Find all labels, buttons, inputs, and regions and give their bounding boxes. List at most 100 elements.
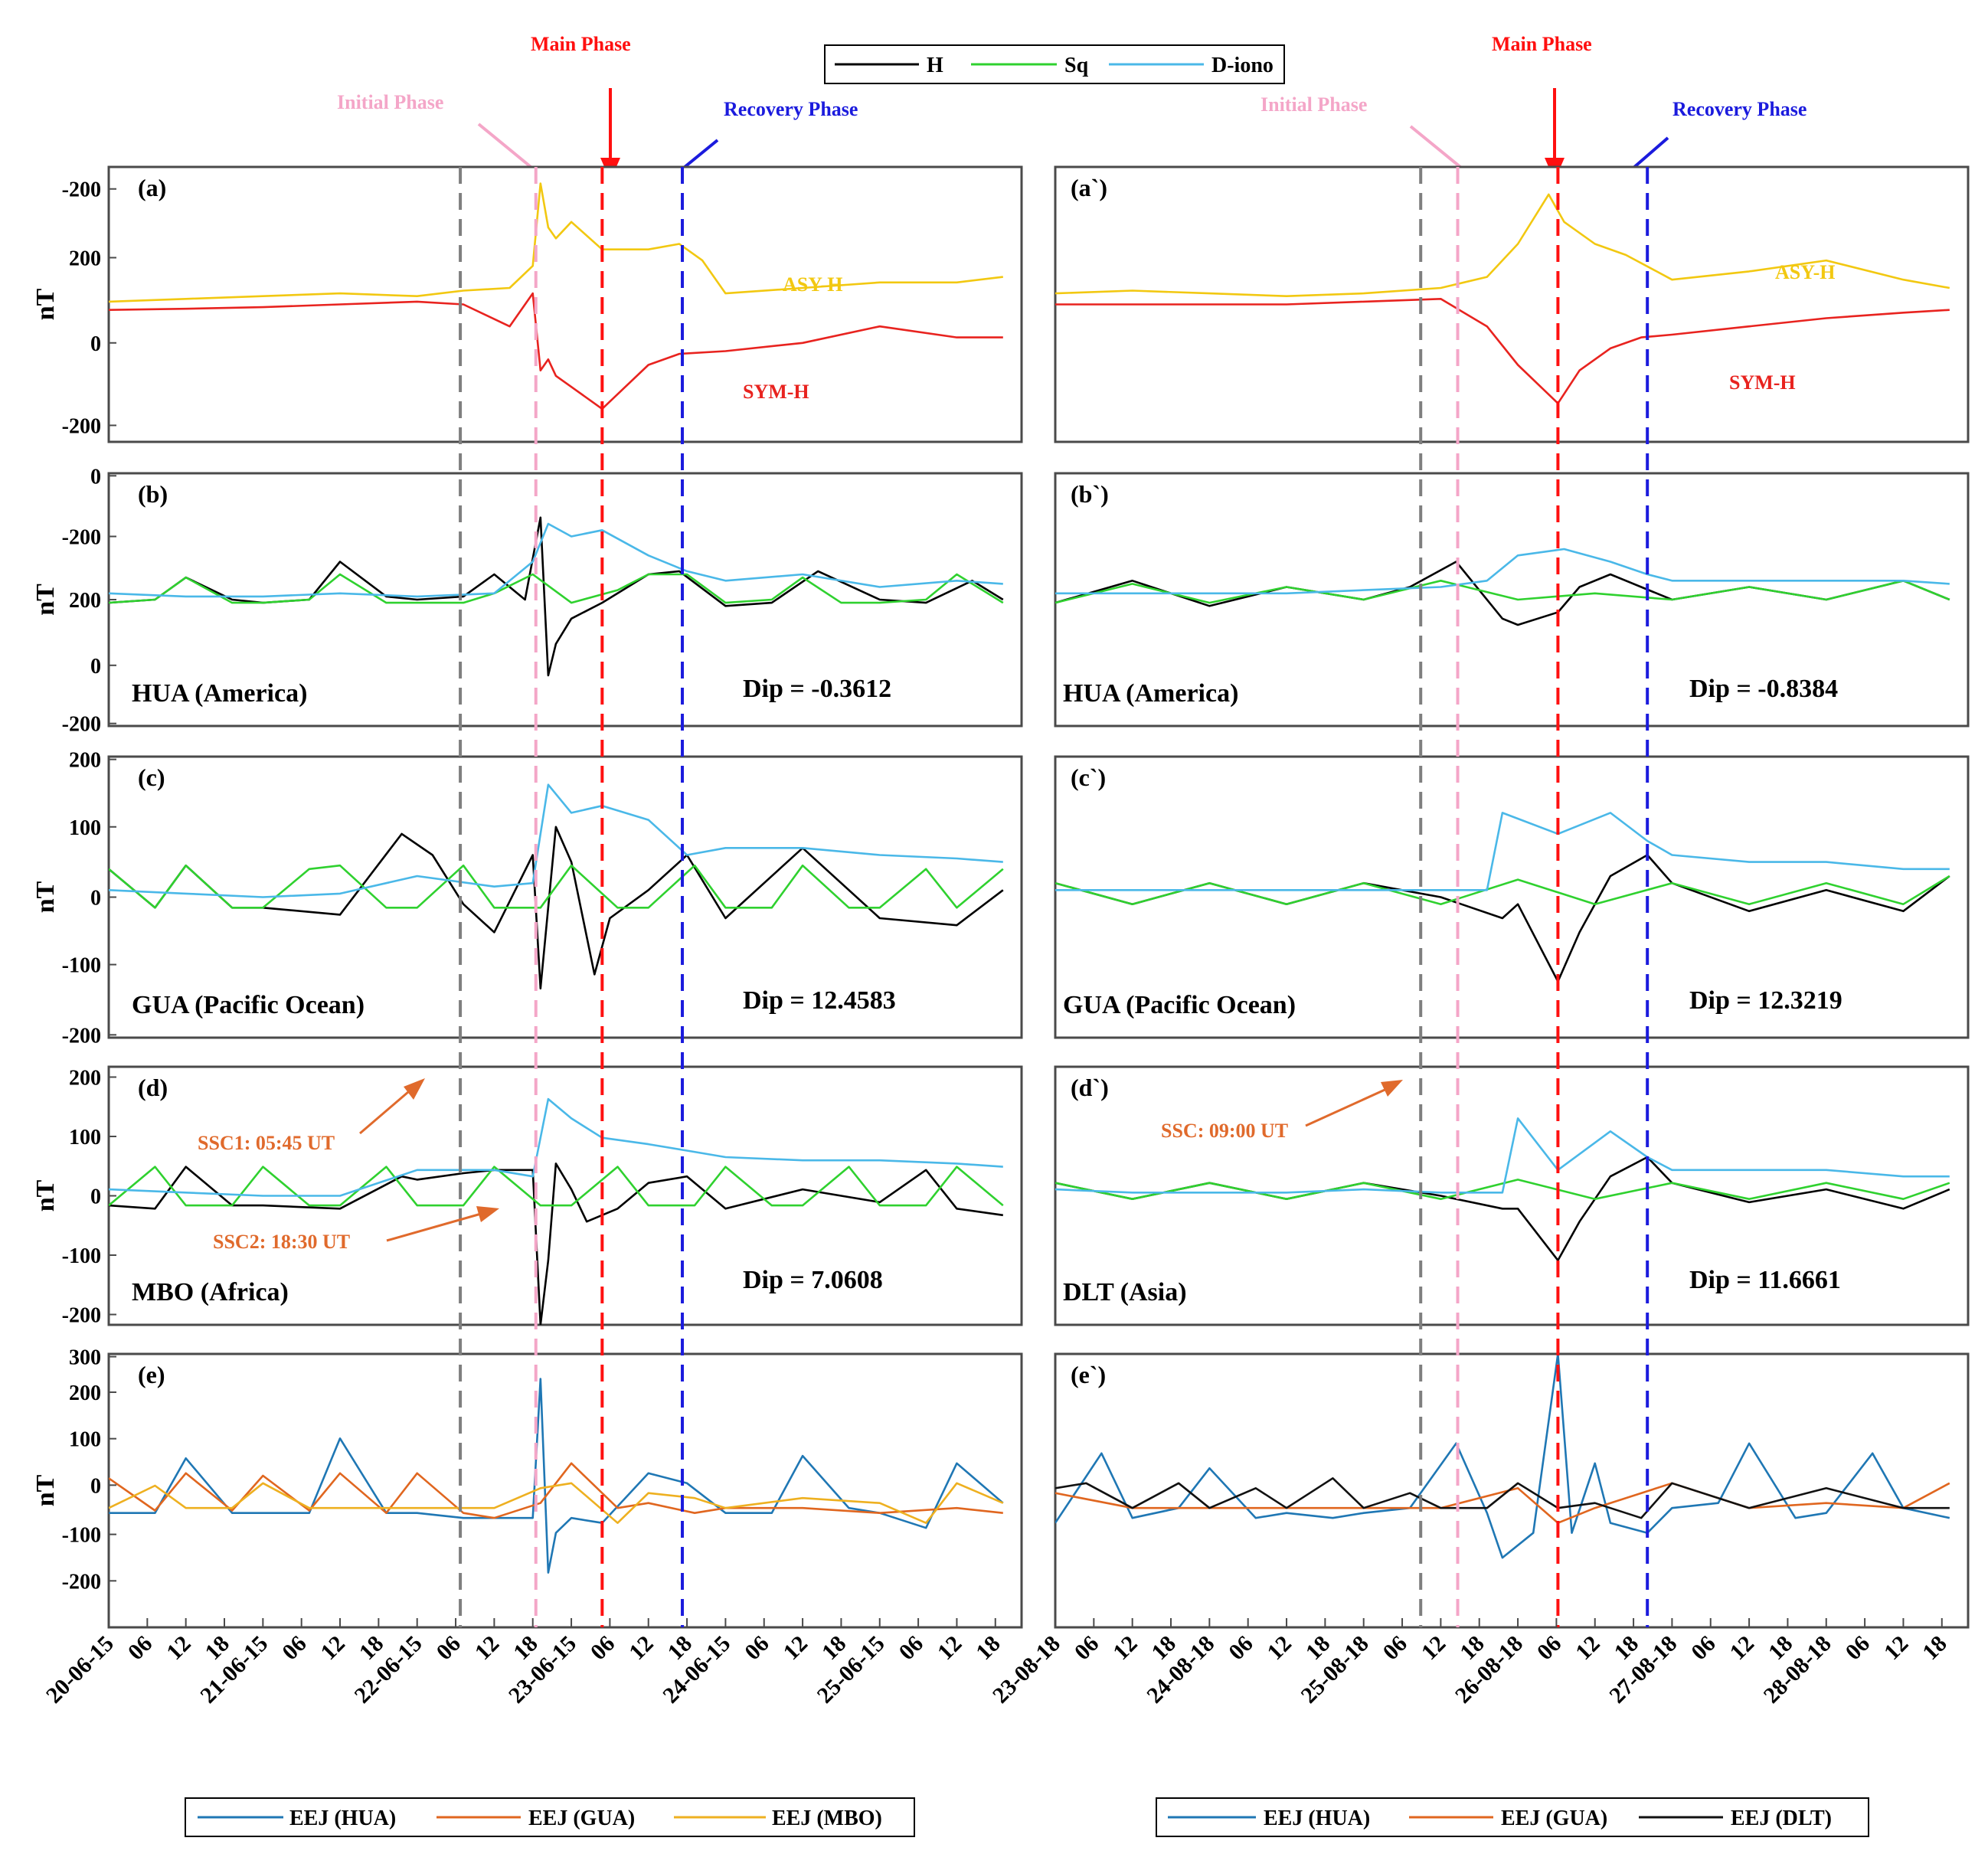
dip-label: Dip = 11.6661 — [1689, 1266, 1841, 1294]
series-group — [109, 1378, 1004, 1574]
series-line-d-iono — [109, 783, 1003, 898]
main-phase-label-right: Main Phase — [1492, 33, 1592, 55]
x-tick-label: 12 — [470, 1631, 505, 1666]
y-tick-label: -200 — [62, 1024, 101, 1048]
y-tick-label: 300 — [69, 1346, 101, 1370]
x-tick-label: 06 — [1224, 1631, 1258, 1666]
y-tick-label: -200 — [62, 713, 101, 737]
y-tick-label: 200 — [69, 589, 101, 613]
x-tick-label: 06 — [123, 1631, 158, 1666]
x-tick-label: 06 — [586, 1631, 620, 1666]
y-axis-label: nT — [31, 288, 60, 320]
x-tick-label: 12 — [933, 1631, 967, 1666]
x-tick-label: 20-06-15 — [41, 1631, 119, 1708]
station-label: HUA (America) — [1063, 679, 1238, 708]
asy-h-annotation: ASY-H — [1775, 261, 1836, 283]
x-tick-label: 12 — [1725, 1631, 1759, 1666]
series-line-asy-h — [1055, 193, 1950, 298]
y-tick-label: 100 — [69, 1428, 101, 1452]
series-line-eej-mbo- — [109, 1482, 1004, 1524]
legend-eej-hua-left-label: EEJ (HUA) — [289, 1807, 396, 1830]
ssc-right-arrow — [1305, 1086, 1391, 1127]
bottom-legend-right-box — [1156, 1797, 1869, 1837]
y-tick-label: 100 — [69, 1126, 101, 1149]
panel-label: (e) — [138, 1361, 165, 1388]
x-tick-label: 23-08-18 — [988, 1631, 1065, 1708]
panel-frame — [1054, 755, 1970, 1039]
series-line-d-iono — [1055, 812, 1950, 891]
station-label: MBO (Africa) — [132, 1278, 289, 1306]
dip-label: Dip = -0.8384 — [1689, 675, 1838, 703]
ssc2-arrowhead — [476, 1206, 499, 1222]
bottom-legend-left: EEJ (HUA) EEJ (GUA) EEJ (MBO) — [185, 1797, 915, 1837]
series-line-eej-hua- — [1055, 1354, 1950, 1559]
y-tick-label: 100 — [69, 816, 101, 840]
x-tick-label: 12 — [1571, 1631, 1605, 1666]
panel-frame — [107, 1352, 1023, 1629]
panel-e_prime: (e`) — [1054, 1352, 1970, 1629]
station-label: DLT (Asia) — [1063, 1278, 1187, 1306]
legend-Sq-label: Sq — [1064, 54, 1089, 77]
x-tick-label: 06 — [1840, 1631, 1875, 1666]
x-tick-label: 06 — [894, 1631, 928, 1666]
dip-label: Dip = 12.3219 — [1689, 986, 1842, 1015]
series-group — [1055, 1354, 1950, 1559]
panel-label: (d) — [138, 1074, 168, 1101]
series-line-sq — [109, 573, 1004, 604]
y-tick-label: -200 — [62, 1304, 101, 1328]
initial-phase-label-right: Initial Phase — [1260, 93, 1367, 116]
panels: -2002000-200nT(a)ASY-HSYM-H0-2002000-200… — [31, 165, 1970, 1629]
initial-phase-label-left: Initial Phase — [337, 91, 443, 113]
panel-label: (e`) — [1071, 1361, 1106, 1388]
y-tick-label: -200 — [62, 526, 101, 550]
panel-label: (c`) — [1071, 764, 1106, 791]
ssc1-arrowhead — [404, 1078, 425, 1100]
legend-eej-gua-right-label: EEJ (GUA) — [1501, 1807, 1607, 1830]
panel-c_prime: (c`) GUA (Pacific Ocean) Dip = 12.3219 — [1054, 755, 1970, 1039]
x-tick-label: 12 — [1879, 1631, 1914, 1666]
x-tick-label: 12 — [1108, 1631, 1143, 1666]
top-legend: H Sq D-iono — [824, 44, 1285, 84]
y-tick-label: 0 — [90, 1185, 101, 1209]
y-axis-label: nT — [31, 1474, 60, 1506]
y-axis-label: nT — [31, 881, 60, 913]
series-line-d-iono — [1055, 548, 1950, 595]
series-line-h — [109, 1162, 1003, 1325]
phase-lines — [459, 167, 1650, 1627]
series-line-eej-hua- — [109, 1378, 1004, 1574]
station-label: GUA (Pacific Ocean) — [132, 991, 365, 1019]
series-line-d-iono — [1055, 1117, 1950, 1194]
x-tick-label: 12 — [624, 1631, 659, 1666]
series-group — [1055, 548, 1950, 626]
panel-c: 200 100 0 -100 -200 nT (c) GUA (Pacific Ocean) D… — [31, 749, 1023, 1048]
series-line-sq — [1055, 875, 1950, 905]
x-tick-label: 12 — [1262, 1631, 1296, 1666]
x-tick-label: 06 — [277, 1631, 312, 1666]
x-tick-label: 06 — [1532, 1631, 1567, 1666]
recovery-phase-label-right: Recovery Phase — [1672, 98, 1807, 120]
y-tick-label: 0 — [90, 332, 101, 356]
panel-label: (d`) — [1071, 1074, 1109, 1101]
panel-label: (c) — [138, 764, 165, 791]
dip-label: Dip = 12.4583 — [743, 986, 896, 1015]
panel-frame — [1054, 472, 1970, 728]
ssc2-label: SSC2: 18:30 UT — [213, 1231, 350, 1253]
sym-h-annotation: SYM-H — [1729, 371, 1796, 394]
panel-label: (a`) — [1071, 174, 1107, 201]
y-tick-label: 200 — [69, 1382, 101, 1405]
y-tick-label: -200 — [62, 178, 101, 202]
y-axis-label: nT — [31, 584, 60, 616]
series-group — [109, 182, 1003, 410]
legend-H-label: H — [927, 54, 943, 77]
ssc-annotations: SSC1: 05:45 UT SSC2: 18:30 UT SSC: 09:00… — [198, 1078, 1403, 1253]
panel-b_prime: (b`) HUA (America) Dip = -0.8384 — [1054, 472, 1970, 728]
panel-a: -200 200 0 -200 nT (a) ASY-H SYM-H — [31, 165, 1023, 443]
series-line-sq — [109, 1166, 1004, 1207]
y-tick-label: -100 — [62, 1244, 101, 1268]
ssc-right-label: SSC: 09:00 UT — [1161, 1120, 1288, 1142]
series-line-sq — [1055, 1179, 1950, 1200]
y-tick-label: -200 — [62, 1570, 101, 1594]
recovery-phase-label-left: Recovery Phase — [724, 98, 858, 120]
series-group — [109, 516, 1004, 677]
